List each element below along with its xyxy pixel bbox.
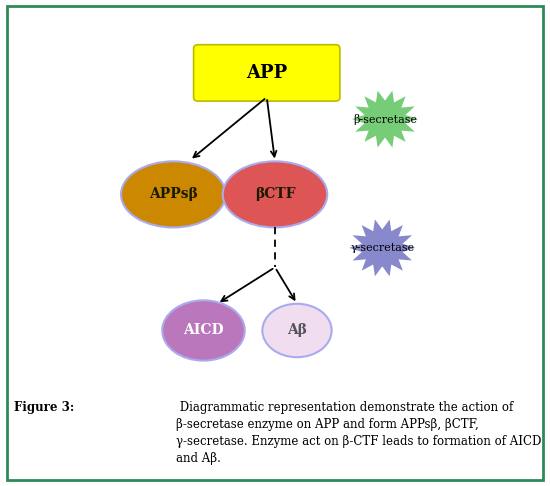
Ellipse shape [223, 161, 327, 227]
Text: β-secretase: β-secretase [353, 114, 417, 124]
Ellipse shape [162, 300, 245, 361]
Text: Aβ: Aβ [287, 324, 307, 337]
Text: βCTF: βCTF [255, 188, 295, 201]
FancyBboxPatch shape [194, 45, 340, 101]
Text: γ-secretase: γ-secretase [350, 243, 414, 253]
Text: APP: APP [246, 64, 287, 82]
Polygon shape [352, 91, 418, 147]
Text: Figure 3:: Figure 3: [14, 401, 74, 414]
Text: APPsβ: APPsβ [149, 188, 197, 201]
Ellipse shape [262, 304, 332, 357]
Ellipse shape [121, 161, 226, 227]
Text: AICD: AICD [183, 324, 224, 337]
Text: Diagrammatic representation demonstrate the action of β-secretase enzyme on APP : Diagrammatic representation demonstrate … [176, 401, 541, 465]
Polygon shape [349, 220, 415, 276]
